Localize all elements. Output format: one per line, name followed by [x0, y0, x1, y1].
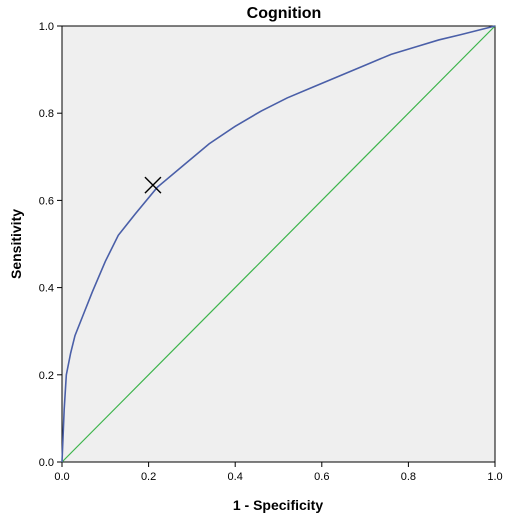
reference-line: [61, 25, 496, 463]
x-axis: 0.0 0.2 0.4 0.6 0.8 1.0: [54, 462, 503, 483]
y-tick-label: 0.0: [39, 457, 54, 469]
y-tick-label: 0.6: [39, 195, 54, 207]
x-tick-label: 0.8: [401, 471, 416, 483]
chart-title: Cognition: [247, 5, 322, 22]
y-tick-label: 0.2: [39, 370, 54, 382]
y-axis-label: Sensitivity: [8, 209, 24, 279]
roc-curve: [61, 25, 496, 463]
x-axis-label: 1 - Specificity: [233, 497, 323, 513]
x-tick-label: 0.4: [228, 471, 243, 483]
cross-marker-stroke: [144, 176, 162, 194]
cutoff-marker: [144, 176, 162, 194]
x-tick-label: 0.0: [54, 471, 69, 483]
y-tick-label: 1.0: [39, 21, 54, 33]
y-axis: 0.0 0.2 0.4 0.6 0.8 1.0: [39, 21, 62, 469]
x-tick-label: 0.2: [141, 471, 156, 483]
y-tick-label: 0.8: [39, 108, 54, 120]
x-tick-label: 1.0: [487, 471, 502, 483]
y-tick-label: 0.4: [39, 283, 54, 295]
x-tick-label: 0.6: [314, 471, 329, 483]
